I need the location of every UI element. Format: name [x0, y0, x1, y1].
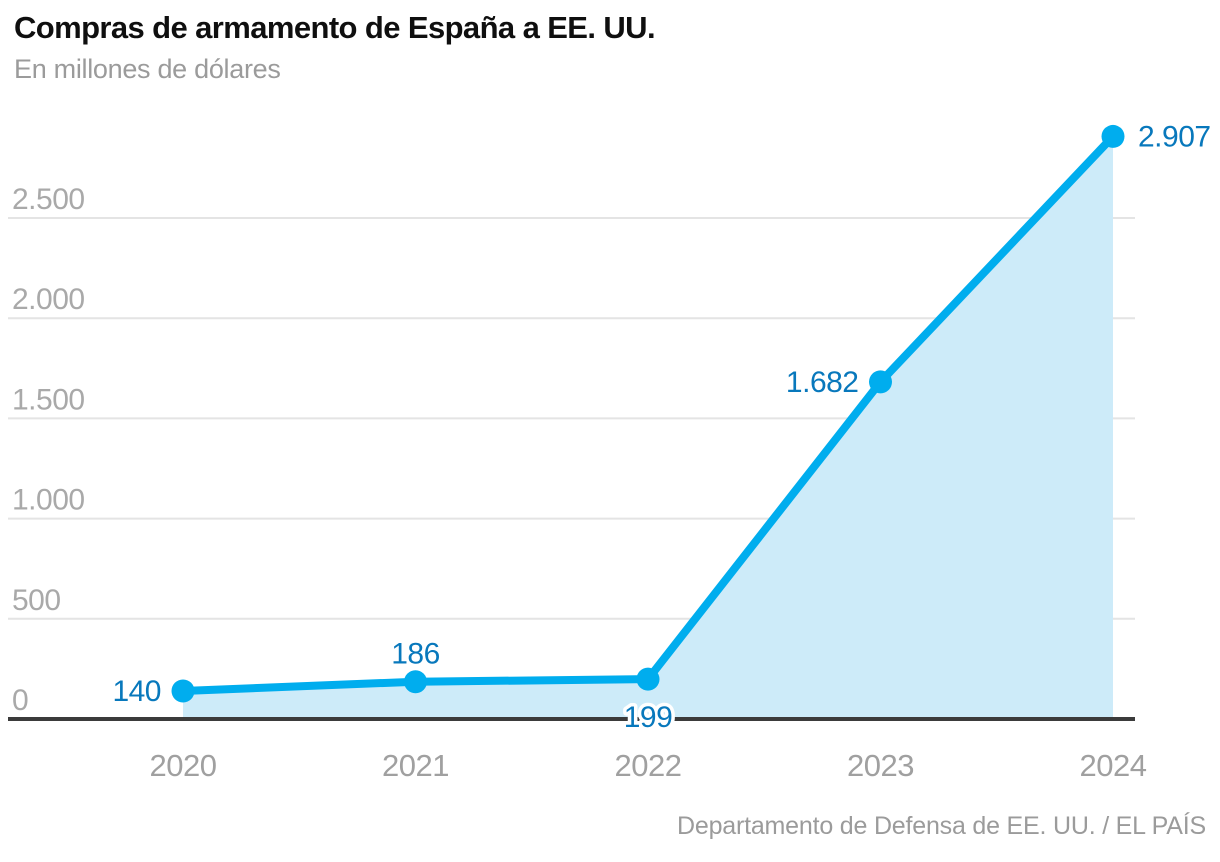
x-tick-label: 2024: [1080, 748, 1147, 783]
data-point-label: 186: [391, 638, 440, 671]
data-point: [1101, 124, 1125, 148]
data-point-label: 1.682: [786, 366, 859, 399]
x-tick-label: 2023: [847, 748, 914, 783]
data-point-label: 140: [112, 675, 161, 708]
data-point: [171, 679, 195, 703]
x-tick-label: 2020: [150, 748, 217, 783]
data-point-label: 2.907: [1138, 120, 1211, 153]
data-point: [636, 667, 660, 691]
chart-source: Departamento de Defensa de EE. UU. / EL …: [677, 812, 1206, 840]
x-tick-label: 2022: [615, 748, 682, 783]
data-point: [404, 670, 427, 694]
y-tick-label: 2.000: [12, 283, 85, 316]
x-tick-label: 2021: [382, 748, 449, 783]
chart-title: Compras de armamento de España a EE. UU.: [14, 10, 656, 45]
data-point: [869, 370, 892, 394]
series-area: [183, 136, 1113, 719]
y-tick-label: 0: [12, 684, 28, 717]
y-tick-label: 1.000: [12, 484, 85, 517]
y-tick-label: 500: [12, 584, 61, 617]
data-point-label: 199: [624, 701, 673, 734]
chart-subtitle: En millones de dólares: [14, 54, 281, 84]
y-tick-label: 2.500: [12, 183, 85, 216]
y-tick-label: 1.500: [12, 383, 85, 416]
